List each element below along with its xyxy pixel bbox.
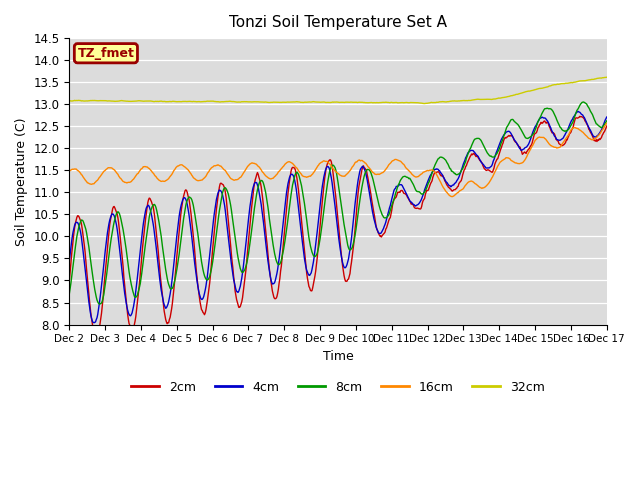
16cm (207, 166, 214, 172)
8cm (580, 99, 588, 105)
Line: 4cm: 4cm (69, 111, 607, 323)
32cm (330, 99, 337, 105)
2cm (554, 138, 562, 144)
8cm (65, 290, 73, 296)
8cm (207, 267, 215, 273)
2cm (207, 264, 215, 269)
16cm (382, 167, 390, 172)
8cm (436, 155, 444, 160)
16cm (330, 167, 337, 172)
X-axis label: Time: Time (323, 350, 353, 363)
16cm (184, 166, 191, 172)
16cm (554, 145, 562, 151)
Line: 8cm: 8cm (69, 102, 607, 304)
32cm (65, 98, 73, 104)
Text: TZ_fmet: TZ_fmet (77, 47, 134, 60)
4cm (575, 108, 582, 114)
32cm (382, 99, 390, 105)
16cm (65, 168, 73, 174)
2cm (383, 225, 390, 231)
16cm (603, 120, 611, 126)
Title: Tonzi Soil Temperature Set A: Tonzi Soil Temperature Set A (229, 15, 447, 30)
32cm (554, 82, 562, 87)
32cm (420, 101, 428, 107)
4cm (554, 137, 562, 143)
4cm (383, 216, 390, 222)
8cm (184, 195, 192, 201)
4cm (330, 197, 338, 203)
Line: 2cm: 2cm (69, 116, 607, 340)
32cm (207, 98, 214, 104)
2cm (92, 337, 100, 343)
Legend: 2cm, 4cm, 8cm, 16cm, 32cm: 2cm, 4cm, 8cm, 16cm, 32cm (126, 375, 550, 398)
8cm (330, 164, 338, 169)
2cm (184, 193, 192, 199)
4cm (603, 114, 611, 120)
4cm (436, 168, 444, 173)
2cm (576, 113, 584, 119)
16cm (435, 176, 443, 181)
2cm (436, 170, 444, 176)
8cm (603, 118, 611, 124)
4cm (184, 206, 192, 212)
32cm (436, 99, 444, 105)
8cm (554, 120, 562, 126)
2cm (330, 180, 338, 186)
Y-axis label: Soil Temperature (C): Soil Temperature (C) (15, 117, 28, 246)
32cm (603, 74, 611, 80)
8cm (383, 215, 390, 221)
2cm (603, 123, 611, 129)
32cm (184, 98, 191, 104)
4cm (207, 238, 215, 244)
Line: 16cm: 16cm (69, 123, 607, 197)
4cm (90, 320, 98, 325)
4cm (65, 257, 73, 263)
8cm (96, 301, 104, 307)
16cm (449, 194, 456, 200)
Line: 32cm: 32cm (69, 77, 607, 104)
2cm (65, 277, 73, 283)
